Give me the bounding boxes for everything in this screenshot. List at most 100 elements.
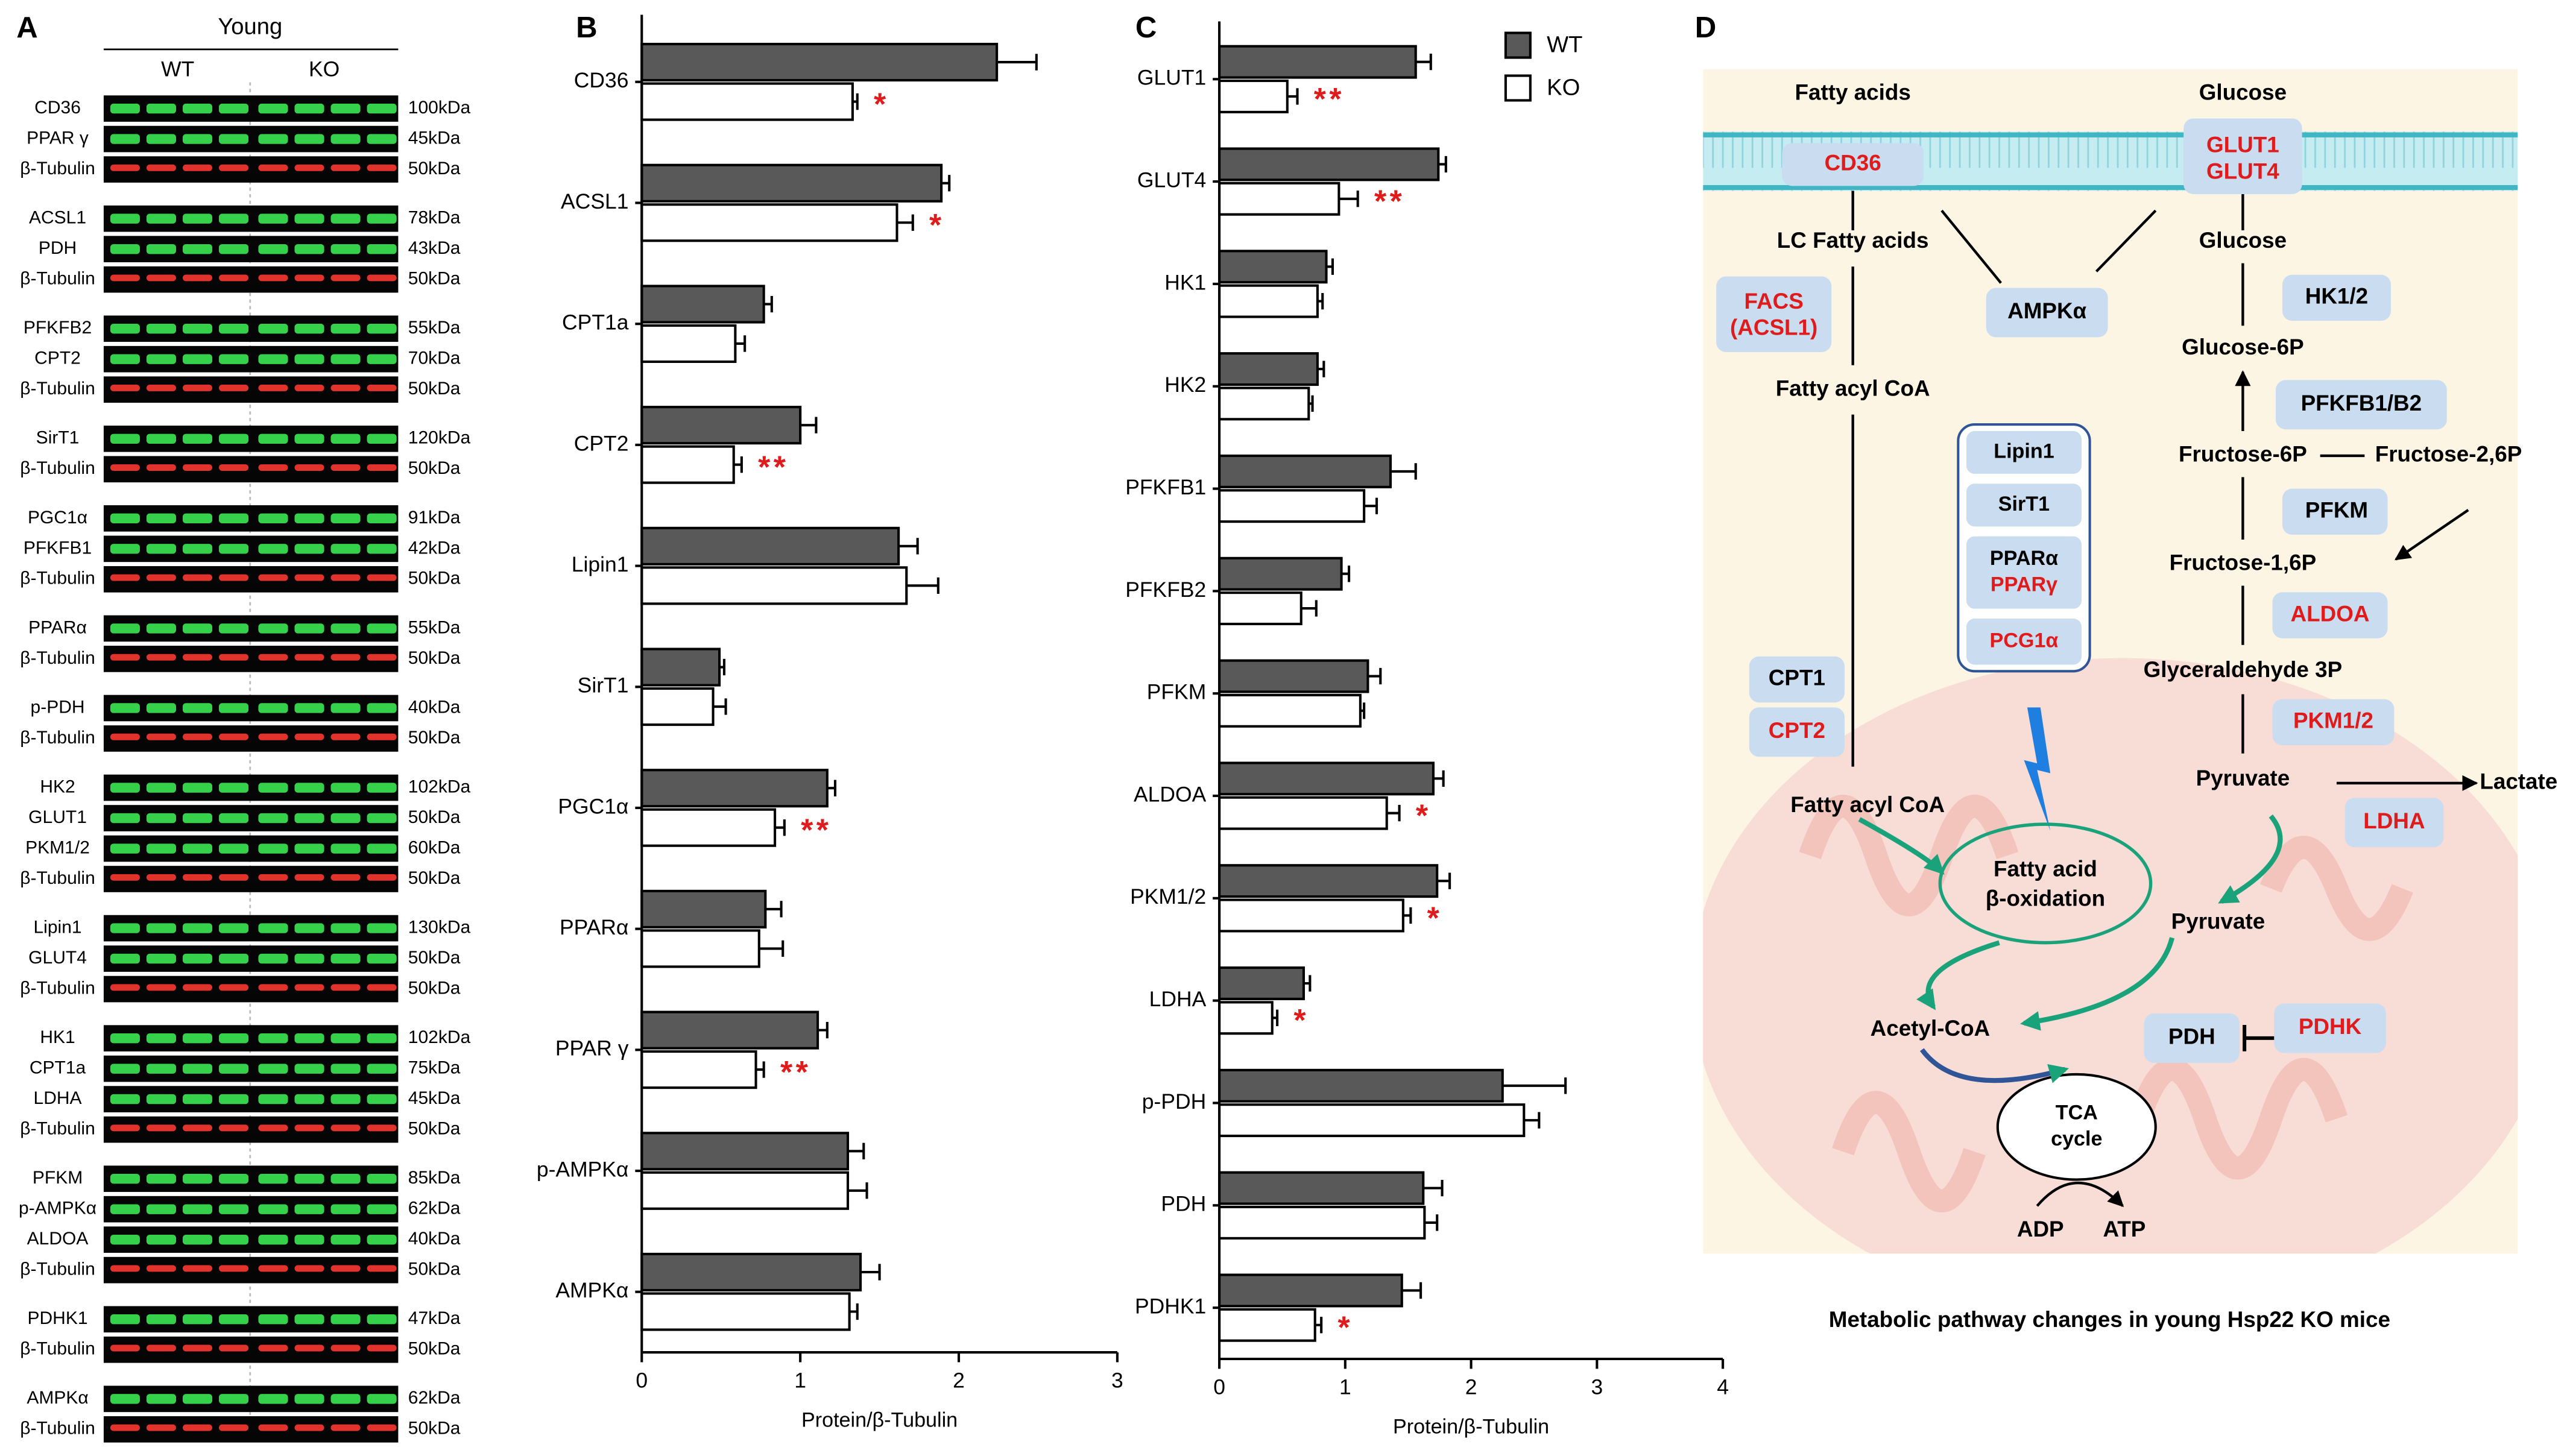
- blot-band: [294, 433, 324, 444]
- blot-band: [367, 213, 397, 224]
- node-label: ADP: [2017, 1217, 2064, 1241]
- node-label: Fatty acid: [1994, 856, 2097, 881]
- x-tick-label: 1: [794, 1369, 806, 1393]
- blot-band: [330, 1174, 361, 1184]
- size-label: 55kDa: [408, 617, 461, 637]
- error-bar: [1415, 54, 1432, 71]
- blot-band: [367, 953, 397, 964]
- category-label: SirT1: [578, 673, 629, 698]
- blot-band: [367, 464, 397, 471]
- protein-label: GLUT4: [28, 948, 87, 968]
- bar: [1218, 1001, 1274, 1035]
- blot-band: [367, 1424, 397, 1431]
- blot-band: [146, 354, 177, 364]
- blot-band: [110, 244, 140, 254]
- protein-label: β-Tubulin: [20, 978, 95, 998]
- blot-band: [367, 1314, 397, 1325]
- blot-band: [258, 1204, 288, 1214]
- size-label: 50kDa: [408, 728, 461, 748]
- blot-band: [146, 464, 177, 471]
- blot-band: [182, 733, 213, 740]
- node-label: SirT1: [1998, 493, 2050, 515]
- blot-band: [367, 1265, 397, 1272]
- size-label: 47kDa: [408, 1308, 461, 1328]
- blot-band: [146, 164, 177, 171]
- protein-label: PPAR γ: [27, 128, 89, 148]
- bar: [1218, 352, 1319, 386]
- blot-band: [218, 574, 249, 581]
- blot-band: [258, 1344, 288, 1352]
- blot-band: [294, 1174, 324, 1184]
- blot-band: [330, 1064, 361, 1074]
- protein-label: ALDOA: [27, 1229, 89, 1249]
- bar: [1218, 659, 1369, 693]
- bar: [640, 889, 767, 928]
- protein-label: β-Tubulin: [20, 159, 95, 178]
- blot-band: [146, 984, 177, 991]
- blot-band: [146, 384, 177, 391]
- error-bar: [848, 1182, 868, 1199]
- size-label: 50kDa: [408, 1259, 461, 1279]
- blot-band: [367, 324, 397, 334]
- bar: [1218, 1171, 1425, 1205]
- blot-band: [182, 953, 213, 964]
- blot-band: [330, 574, 361, 581]
- blot-band: [330, 733, 361, 740]
- blot-band: [110, 1265, 140, 1272]
- size-label: 40kDa: [408, 697, 461, 717]
- node-label: CPT2: [1769, 718, 1825, 743]
- error-bar: [906, 577, 939, 594]
- protein-label: β-Tubulin: [20, 648, 95, 668]
- x-axis-label: Protein/β-Tubulin: [801, 1409, 958, 1432]
- bar: [640, 808, 777, 847]
- size-label: 50kDa: [408, 1419, 461, 1439]
- error-bar: [1341, 566, 1351, 582]
- blot-band: [146, 843, 177, 854]
- blot-band: [146, 1124, 177, 1132]
- blot-band: [146, 923, 177, 933]
- blot-band: [110, 384, 140, 391]
- error-bar: [1502, 1077, 1567, 1094]
- blot-band: [258, 354, 288, 364]
- blot-band: [294, 1033, 324, 1044]
- blot-band: [258, 324, 288, 334]
- blot-band: [146, 1064, 177, 1074]
- bar: [640, 769, 829, 808]
- error-bar: [1364, 497, 1378, 514]
- blot-band: [330, 544, 361, 554]
- error-bar: [765, 901, 783, 918]
- size-label: 70kDa: [408, 348, 461, 368]
- significance: *: [1416, 798, 1432, 833]
- category-label: HK2: [1164, 373, 1206, 397]
- bar: [640, 1292, 851, 1331]
- size-label: 50kDa: [408, 648, 461, 668]
- node-label: Fatty acyl CoA: [1776, 376, 1930, 400]
- protein-label: ACSL1: [29, 208, 86, 228]
- blot-band: [294, 513, 324, 524]
- blot-band: [258, 654, 288, 661]
- blot-band: [182, 324, 213, 334]
- blot-band: [294, 813, 324, 824]
- blot-band: [218, 433, 249, 444]
- significance: **: [1374, 184, 1405, 219]
- blot-band: [146, 244, 177, 254]
- blot-band: [146, 1094, 177, 1105]
- protein-label: PFKFB1: [24, 538, 92, 558]
- error-bar: [1339, 191, 1359, 207]
- blot-band: [330, 464, 361, 471]
- category-label: PGC1α: [558, 794, 628, 818]
- category-label: PFKFB2: [1125, 578, 1206, 602]
- blot-band: [110, 324, 140, 334]
- node-label: GLUT4: [2206, 159, 2279, 183]
- node-label: PFKM: [2305, 497, 2368, 522]
- blot-band: [258, 574, 288, 581]
- blot-band: [294, 733, 324, 740]
- bar: [1218, 966, 1305, 1000]
- error-bar: [1315, 1317, 1323, 1334]
- blot-band: [294, 574, 324, 581]
- blot-band: [218, 384, 249, 391]
- bar: [640, 406, 802, 445]
- x-tick-label: 3: [1111, 1369, 1123, 1393]
- protein-label: β-Tubulin: [20, 269, 95, 289]
- size-label: 62kDa: [408, 1388, 461, 1408]
